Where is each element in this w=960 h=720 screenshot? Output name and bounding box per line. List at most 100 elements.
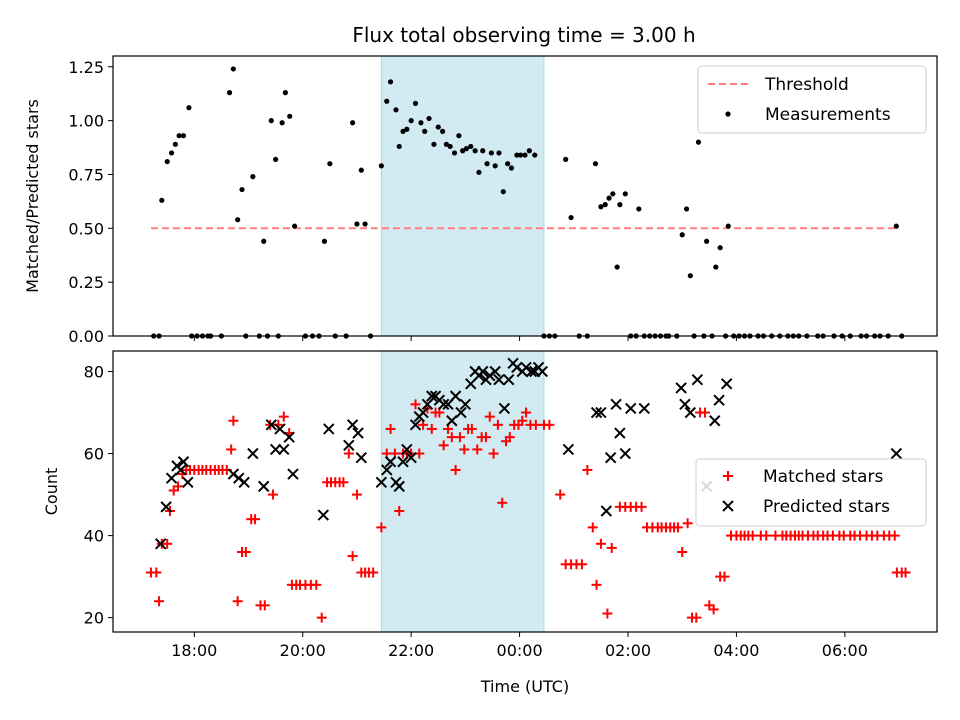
measurement-point bbox=[440, 128, 446, 134]
measurement-point bbox=[431, 141, 437, 147]
predicted-star-point bbox=[449, 390, 462, 402]
measurement-point bbox=[522, 152, 528, 158]
y-tick-label: 1.00 bbox=[68, 112, 104, 131]
predicted-star-point bbox=[269, 443, 282, 456]
predicted-star-point bbox=[493, 374, 505, 386]
measurement-point bbox=[695, 139, 702, 145]
matched-star-point bbox=[162, 538, 173, 549]
predicted-star-point bbox=[691, 374, 704, 386]
predicted-star-point bbox=[638, 402, 650, 415]
matched-star-point bbox=[250, 514, 261, 525]
legend-bottom: Matched stars Predicted stars bbox=[695, 458, 927, 527]
predicted-star-point bbox=[257, 480, 270, 493]
matched-star-point bbox=[410, 399, 421, 410]
predicted-star-point bbox=[684, 406, 697, 419]
predicted-star-point bbox=[375, 476, 388, 488]
y-axis-title: Matched/Predicted stars bbox=[23, 99, 42, 293]
measurement-point bbox=[168, 150, 175, 156]
matched-star-point bbox=[636, 501, 647, 512]
legend-box bbox=[697, 65, 927, 134]
measurement-point bbox=[532, 152, 538, 158]
axes-frame bbox=[112, 55, 938, 337]
matched-star-point bbox=[351, 489, 362, 500]
predicted-star-point bbox=[610, 398, 622, 411]
predicted-star-point bbox=[675, 382, 687, 394]
matched-star-point bbox=[672, 522, 683, 533]
y-tick-label: 1.25 bbox=[68, 58, 104, 77]
measurement-point bbox=[893, 223, 899, 229]
measurement-point bbox=[679, 232, 685, 238]
measurement-point bbox=[396, 143, 402, 150]
measurement-point bbox=[350, 120, 356, 126]
x-tick-label: 04:00 bbox=[713, 641, 759, 660]
measurement-point bbox=[622, 191, 628, 197]
x-axis-title: Time (UTC) bbox=[480, 677, 569, 696]
measurement-point bbox=[239, 186, 245, 193]
measurement-point bbox=[602, 202, 608, 208]
measurement-point bbox=[687, 273, 693, 279]
measurement-point bbox=[387, 79, 394, 85]
matched-star-point bbox=[154, 596, 165, 607]
measurement-point bbox=[287, 113, 293, 119]
measurement-point bbox=[496, 150, 502, 156]
matched-star-point bbox=[385, 423, 396, 434]
predicted-star-point bbox=[595, 406, 607, 419]
x-tick-label: 02:00 bbox=[605, 641, 651, 660]
measurement-point bbox=[230, 66, 236, 72]
measurement-point bbox=[476, 169, 482, 175]
measurement-point bbox=[226, 90, 233, 96]
measurement-point bbox=[273, 156, 279, 162]
matched-star-point bbox=[488, 448, 499, 459]
matched-star-point bbox=[699, 407, 710, 418]
matched-star-point bbox=[900, 567, 911, 578]
predicted-star-point bbox=[713, 394, 725, 406]
legend-measurement-swatch bbox=[725, 111, 731, 117]
matched-star-point bbox=[347, 551, 358, 562]
measurement-point bbox=[505, 161, 511, 167]
measurement-point bbox=[250, 174, 256, 180]
predicted-star-point bbox=[355, 451, 367, 464]
measurement-point bbox=[508, 165, 515, 171]
predicted-star-point bbox=[446, 415, 458, 427]
matched-star-point bbox=[761, 530, 772, 541]
predicted-star-point bbox=[604, 451, 617, 464]
measurement-point bbox=[717, 245, 723, 251]
predicted-star-point bbox=[175, 464, 187, 476]
measurement-point bbox=[526, 148, 532, 154]
legend-predicted-swatch bbox=[722, 500, 734, 512]
matched-star-point bbox=[591, 579, 602, 590]
legend-top: Threshold Measurements bbox=[697, 65, 927, 134]
predicted-star-point bbox=[165, 472, 178, 484]
x-tick-label: 00:00 bbox=[497, 641, 543, 660]
legend-predicted-label: Predicted stars bbox=[763, 497, 890, 517]
legend-measurement-label: Measurements bbox=[765, 105, 891, 125]
x-tick-label: 20:00 bbox=[280, 641, 326, 660]
matched-star-point bbox=[226, 444, 237, 455]
predicted-star-point bbox=[455, 406, 467, 419]
predicted-star-point bbox=[283, 431, 295, 443]
measurement-point bbox=[598, 204, 604, 210]
legend-matched-label: Matched stars bbox=[763, 467, 883, 487]
matched-star-point bbox=[719, 571, 730, 582]
predicted-star-point bbox=[381, 464, 393, 476]
y-tick-label: 60 bbox=[84, 445, 104, 464]
y-tick-label: 0.50 bbox=[68, 219, 104, 238]
predicted-star-point bbox=[503, 374, 515, 386]
predicted-star-point bbox=[352, 427, 364, 439]
chart-title: Flux total observing time = 3.00 h bbox=[352, 23, 695, 47]
y-tick-label: 40 bbox=[84, 527, 104, 546]
matched-star-point bbox=[454, 432, 465, 443]
measurement-point bbox=[400, 128, 406, 134]
predicted-star-point bbox=[247, 447, 259, 460]
y-tick-label: 0.25 bbox=[68, 273, 104, 292]
matched-star-point bbox=[267, 489, 278, 500]
predicted-star-point bbox=[426, 390, 438, 402]
predicted-star-point bbox=[343, 439, 355, 452]
measurement-point bbox=[492, 163, 498, 169]
matched-star-point bbox=[173, 481, 184, 492]
predicted-star-point bbox=[405, 451, 417, 464]
matched-star-point bbox=[595, 538, 606, 549]
predicted-star-point bbox=[614, 427, 626, 439]
predicted-star-point bbox=[182, 476, 194, 488]
